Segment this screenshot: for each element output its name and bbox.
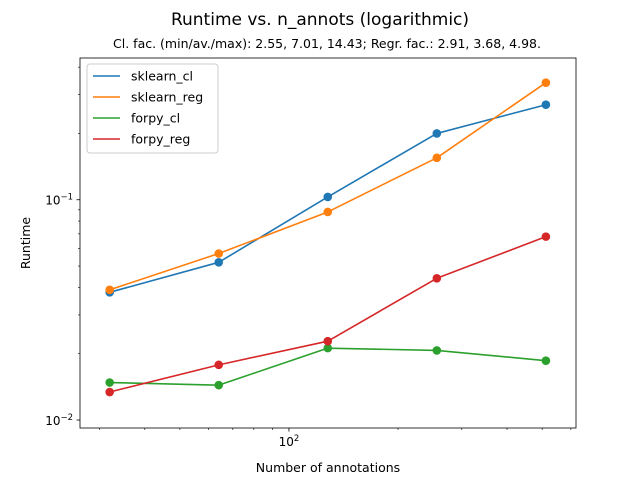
- data-point-sklearn-reg: [323, 207, 333, 217]
- data-point-forpy-cl: [432, 346, 442, 355]
- legend-label-forpy-reg: forpy_reg: [131, 132, 190, 147]
- data-point-sklearn-reg: [541, 78, 551, 87]
- data-point-sklearn-reg: [432, 153, 442, 163]
- data-point-sklearn-reg: [105, 285, 114, 295]
- x-axis-label: Number of annotations: [256, 460, 400, 475]
- legend-label-sklearn-cl: sklearn_cl: [131, 69, 193, 84]
- y-axis-ticks: 10−2 10−1: [45, 66, 80, 428]
- data-point-forpy-cl: [541, 356, 551, 365]
- legend-label-forpy-cl: forpy_cl: [131, 111, 180, 126]
- data-point-forpy-reg: [323, 336, 333, 346]
- legend-box: [86, 63, 219, 154]
- data-point-sklearn-reg: [214, 249, 224, 258]
- series-layer: [105, 78, 551, 397]
- data-point-forpy-reg: [432, 273, 442, 283]
- legend: sklearn_cl sklearn_reg forpy_cl forpy_reg: [86, 63, 219, 154]
- data-point-sklearn-cl: [214, 258, 224, 267]
- data-point-sklearn-cl: [432, 129, 442, 138]
- chart-title: Runtime vs. n_annots (logarithmic): [171, 10, 469, 30]
- data-point-sklearn-cl: [541, 100, 551, 110]
- chart-subtitle: Cl. fac. (min/av./max): 2.55, 7.01, 14.4…: [113, 36, 541, 51]
- data-point-forpy-reg: [214, 360, 224, 370]
- data-point-sklearn-cl: [323, 192, 333, 202]
- x-axis-ticks: 102: [99, 428, 572, 449]
- data-point-forpy-cl: [323, 343, 333, 353]
- x-tick-label: 102: [279, 434, 300, 449]
- data-point-forpy-cl: [214, 380, 224, 390]
- data-point-forpy-reg: [541, 232, 551, 241]
- data-point-forpy-reg: [105, 387, 114, 397]
- y-tick-label: 10−1: [45, 193, 73, 208]
- y-axis-label: Runtime: [18, 217, 33, 270]
- y-tick-label: 10−2: [45, 413, 73, 428]
- data-point-forpy-cl: [105, 378, 114, 387]
- legend-label-sklearn-reg: sklearn_reg: [131, 90, 203, 105]
